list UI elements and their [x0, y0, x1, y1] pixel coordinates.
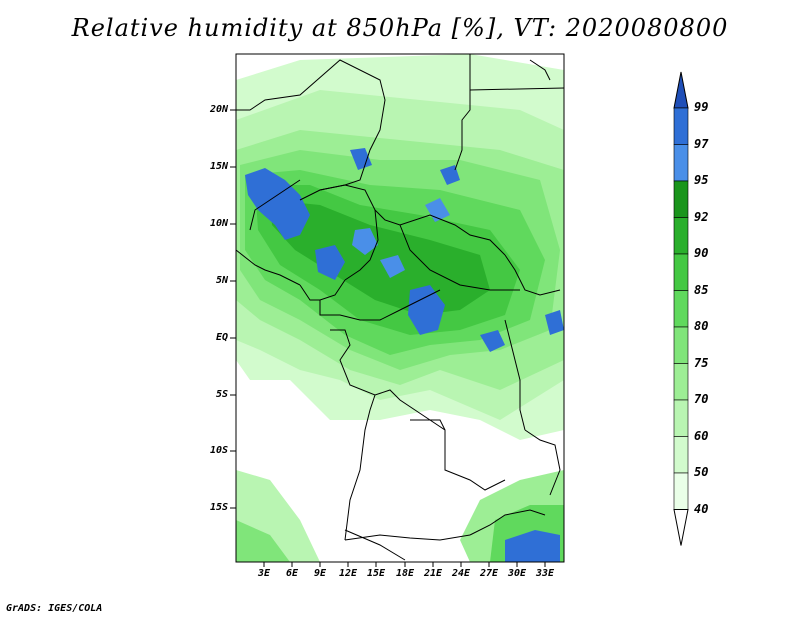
colorbar-segment: [673, 436, 689, 474]
colorbar-label: 85: [694, 282, 709, 297]
lat-label-15s: 15S: [209, 502, 228, 513]
colorbar-label: 40: [694, 501, 709, 516]
colorbar-segment: [673, 144, 689, 182]
lon-label-9e: 9E: [313, 568, 327, 579]
colorbar-segment: [673, 472, 689, 510]
colorbar: [673, 71, 689, 546]
humidity-field: [236, 54, 564, 562]
lon-label-3e: 3E: [257, 568, 271, 579]
colorbar-segment: [673, 290, 689, 328]
colorbar-label: 75: [694, 355, 709, 370]
grads-credit: GrADS: IGES/COLA: [6, 603, 103, 614]
colorbar-label: 80: [694, 319, 709, 333]
lat-ticks: [230, 109, 236, 509]
colorbar-segment: [673, 180, 689, 218]
lon-ticks: [263, 562, 546, 567]
colorbar-label: 92: [694, 209, 709, 224]
map-frame: [235, 53, 565, 563]
colorbar-label: 90: [694, 246, 709, 260]
colorbar-top-arrow: [673, 71, 689, 109]
colorbar-segment: [673, 363, 689, 401]
lon-label-12e: 12E: [338, 568, 358, 579]
colorbar-label: 95: [694, 173, 709, 187]
lon-label-24e: 24E: [451, 568, 471, 579]
lon-label-33e: 33E: [535, 568, 555, 579]
lon-label-27e: 27E: [479, 568, 499, 579]
colorbar-label: 70: [694, 392, 709, 406]
lat-label-15n: 15N: [209, 161, 228, 172]
colorbar-label: 99: [694, 100, 709, 114]
lon-label-6e: 6E: [285, 568, 299, 579]
lon-label-15e: 15E: [366, 568, 386, 579]
lon-label-18e: 18E: [395, 568, 415, 579]
colorbar-segment: [673, 399, 689, 437]
colorbar-segment: [673, 217, 689, 255]
colorbar-segment: [673, 107, 689, 145]
colorbar-bottom-arrow: [673, 509, 689, 546]
lat-label-10n: 10N: [209, 218, 228, 229]
chart-title: Relative humidity at 850hPa [%], VT: 202…: [71, 14, 729, 42]
lon-label-21e: 21E: [423, 568, 443, 579]
lat-label-eq: EQ: [215, 332, 228, 343]
lat-label-20n: 20N: [209, 104, 228, 115]
lon-label-30e: 30E: [507, 568, 527, 579]
colorbar-label: 97: [694, 136, 709, 151]
colorbar-label: 50: [694, 465, 709, 479]
colorbar-segment: [673, 253, 689, 291]
colorbar-segment: [673, 326, 689, 364]
lat-label-5n: 5N: [215, 275, 228, 286]
colorbar-label: 60: [694, 428, 709, 443]
lat-label-5s: 5S: [215, 389, 228, 400]
lat-label-10s: 10S: [209, 445, 228, 456]
